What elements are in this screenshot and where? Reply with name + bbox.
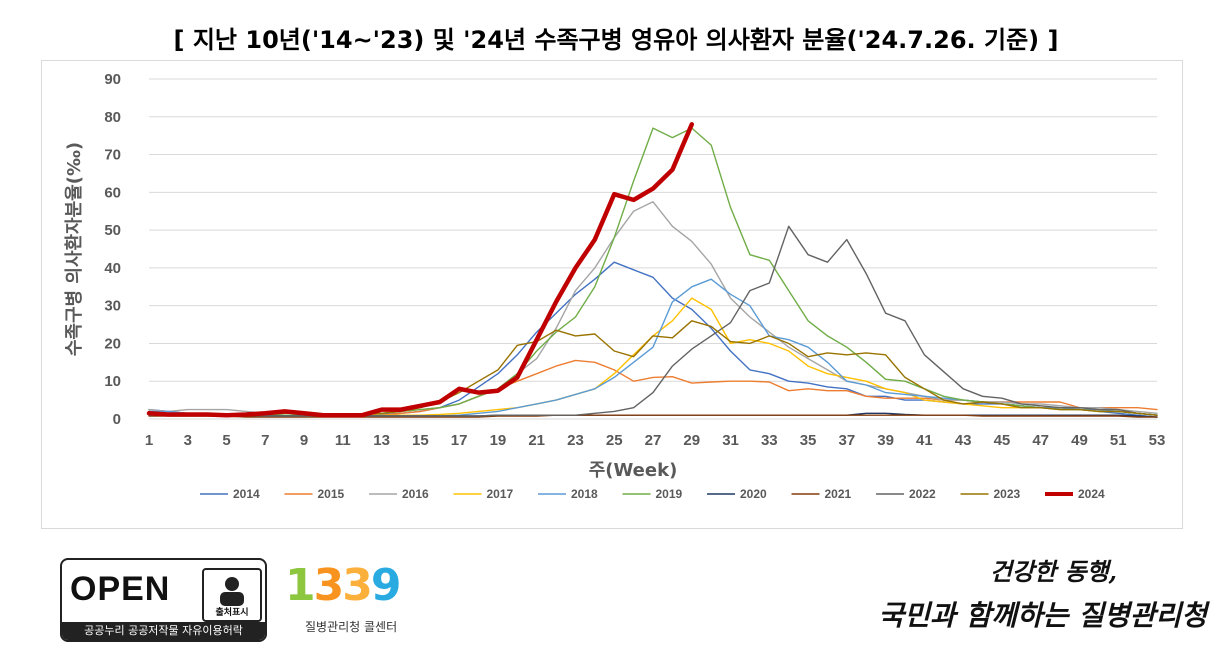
x-tick-label: 15 bbox=[412, 432, 429, 449]
y-tick-label: 50 bbox=[104, 222, 121, 239]
x-tick-label: 3 bbox=[184, 432, 192, 449]
x-tick-label: 17 bbox=[451, 432, 468, 449]
x-axis-ticks: 1 3 5 7 9 11 13 15 17 19 21 23 25 27 29 31 33 35 37 39 41 43 4… bbox=[145, 432, 1166, 449]
logo-digit: 9 bbox=[370, 560, 402, 611]
x-tick-label: 41 bbox=[916, 432, 933, 449]
series-line-2021 bbox=[148, 414, 1158, 418]
x-tick-label: 5 bbox=[222, 432, 230, 449]
series-line-2017 bbox=[148, 297, 1158, 417]
legend-label-2017: 2017 bbox=[487, 487, 514, 501]
open-logo-text: OPEN bbox=[70, 570, 171, 608]
legend-label-2016: 2016 bbox=[402, 487, 429, 501]
badge-label: 출처표시 bbox=[215, 608, 249, 618]
x-tick-label: 45 bbox=[994, 432, 1011, 449]
x-tick-label: 37 bbox=[839, 432, 856, 449]
x-tick-label: 51 bbox=[1110, 432, 1127, 449]
legend-label-2023: 2023 bbox=[994, 487, 1021, 501]
legend-label-2015: 2015 bbox=[318, 487, 345, 501]
logo-digits: 1339 bbox=[285, 560, 402, 611]
y-tick-label: 30 bbox=[104, 298, 121, 315]
slogan-line-1: 건강한 동행, bbox=[989, 557, 1117, 586]
attribution-badge: 출처표시 bbox=[202, 568, 262, 622]
logo-digit: 1 bbox=[285, 560, 316, 611]
logo-digit: 3 bbox=[342, 560, 373, 611]
y-tick-label: 90 bbox=[104, 71, 121, 88]
logo-1339-number: 1339 bbox=[285, 560, 402, 611]
logo-digit: 3 bbox=[313, 560, 345, 611]
x-tick-label: 27 bbox=[645, 432, 662, 449]
legend-label-2019: 2019 bbox=[656, 487, 683, 501]
x-tick-label: 47 bbox=[1032, 432, 1049, 449]
y-tick-label: 40 bbox=[104, 260, 121, 277]
x-tick-label: 21 bbox=[528, 432, 545, 449]
y-tick-label: 20 bbox=[104, 335, 121, 352]
legend-label-2020: 2020 bbox=[740, 487, 767, 501]
y-axis-title: 수족구병 의사환자분율(‰) bbox=[63, 142, 85, 356]
x-tick-label: 39 bbox=[877, 432, 894, 449]
x-tick-label: 43 bbox=[955, 432, 972, 449]
kogl-open-license: OPEN 출처표시 공공누리 공공저작물 자유이용허락 bbox=[60, 558, 267, 642]
y-tick-label: 0 bbox=[113, 411, 121, 428]
x-tick-label: 9 bbox=[300, 432, 308, 449]
person-icon bbox=[220, 577, 244, 606]
x-tick-label: 49 bbox=[1071, 432, 1088, 449]
series-lines bbox=[146, 122, 1158, 418]
x-tick-label: 25 bbox=[606, 432, 623, 449]
series-line-2023 bbox=[148, 320, 1158, 416]
legend-label-2024: 2024 bbox=[1078, 487, 1105, 501]
legend-label-2018: 2018 bbox=[571, 487, 598, 501]
series-line-2014 bbox=[148, 261, 1158, 418]
chart-area: 0 10 20 30 40 50 60 70 80 90 1 3 5 7 9 11 13 15 17 19 21 23 2… bbox=[41, 60, 1183, 529]
footer: OPEN 출처표시 공공누리 공공저작물 자유이용허락 1339 질병관리청 콜… bbox=[0, 540, 1232, 651]
legend-label-2022: 2022 bbox=[909, 487, 936, 501]
x-tick-label: 31 bbox=[722, 432, 739, 449]
x-tick-label: 29 bbox=[683, 432, 700, 449]
series-line-2016 bbox=[148, 201, 1158, 416]
call-center-logo: 1339 질병관리청 콜센터 bbox=[285, 560, 425, 640]
series-line-2022 bbox=[148, 225, 1158, 417]
legend: 2014 2015 2016 2017 2018 2019 2020 2021 2022 2023… bbox=[200, 487, 1105, 501]
open-license-caption: 공공누리 공공저작물 자유이용허락 bbox=[62, 622, 265, 640]
y-tick-label: 80 bbox=[104, 109, 121, 126]
x-tick-label: 7 bbox=[261, 432, 269, 449]
x-tick-label: 13 bbox=[373, 432, 390, 449]
y-tick-label: 10 bbox=[104, 373, 121, 390]
y-tick-label: 60 bbox=[104, 184, 121, 201]
legend-label-2014: 2014 bbox=[233, 487, 260, 501]
x-axis-title: 주(Week) bbox=[589, 460, 678, 481]
x-tick-label: 1 bbox=[145, 432, 153, 449]
x-tick-label: 11 bbox=[335, 432, 351, 449]
series-line-2019 bbox=[148, 127, 1158, 416]
legend-label-2021: 2021 bbox=[825, 487, 852, 501]
x-tick-label: 33 bbox=[761, 432, 778, 449]
x-tick-label: 19 bbox=[490, 432, 507, 449]
y-tick-label: 70 bbox=[104, 147, 121, 164]
series-line-2018 bbox=[148, 278, 1158, 417]
y-axis-ticks: 0 10 20 30 40 50 60 70 80 90 bbox=[104, 71, 121, 428]
slogan-line-2: 국민과 함께하는 질병관리청 bbox=[878, 599, 1207, 632]
grid-lines bbox=[149, 78, 1157, 420]
x-tick-label: 53 bbox=[1149, 432, 1166, 449]
x-tick-label: 23 bbox=[567, 432, 584, 449]
logo-caption: 질병관리청 콜센터 bbox=[305, 620, 398, 634]
x-tick-label: 35 bbox=[800, 432, 817, 449]
kdca-slogan: 건강한 동행, 국민과 함께하는 질병관리청 bbox=[847, 548, 1207, 643]
series-line-2024 bbox=[146, 122, 695, 418]
page-title: [ 지난 10년('14~'23) 및 '24년 수족구병 영유아 의사환자 분… bbox=[173, 26, 1059, 54]
